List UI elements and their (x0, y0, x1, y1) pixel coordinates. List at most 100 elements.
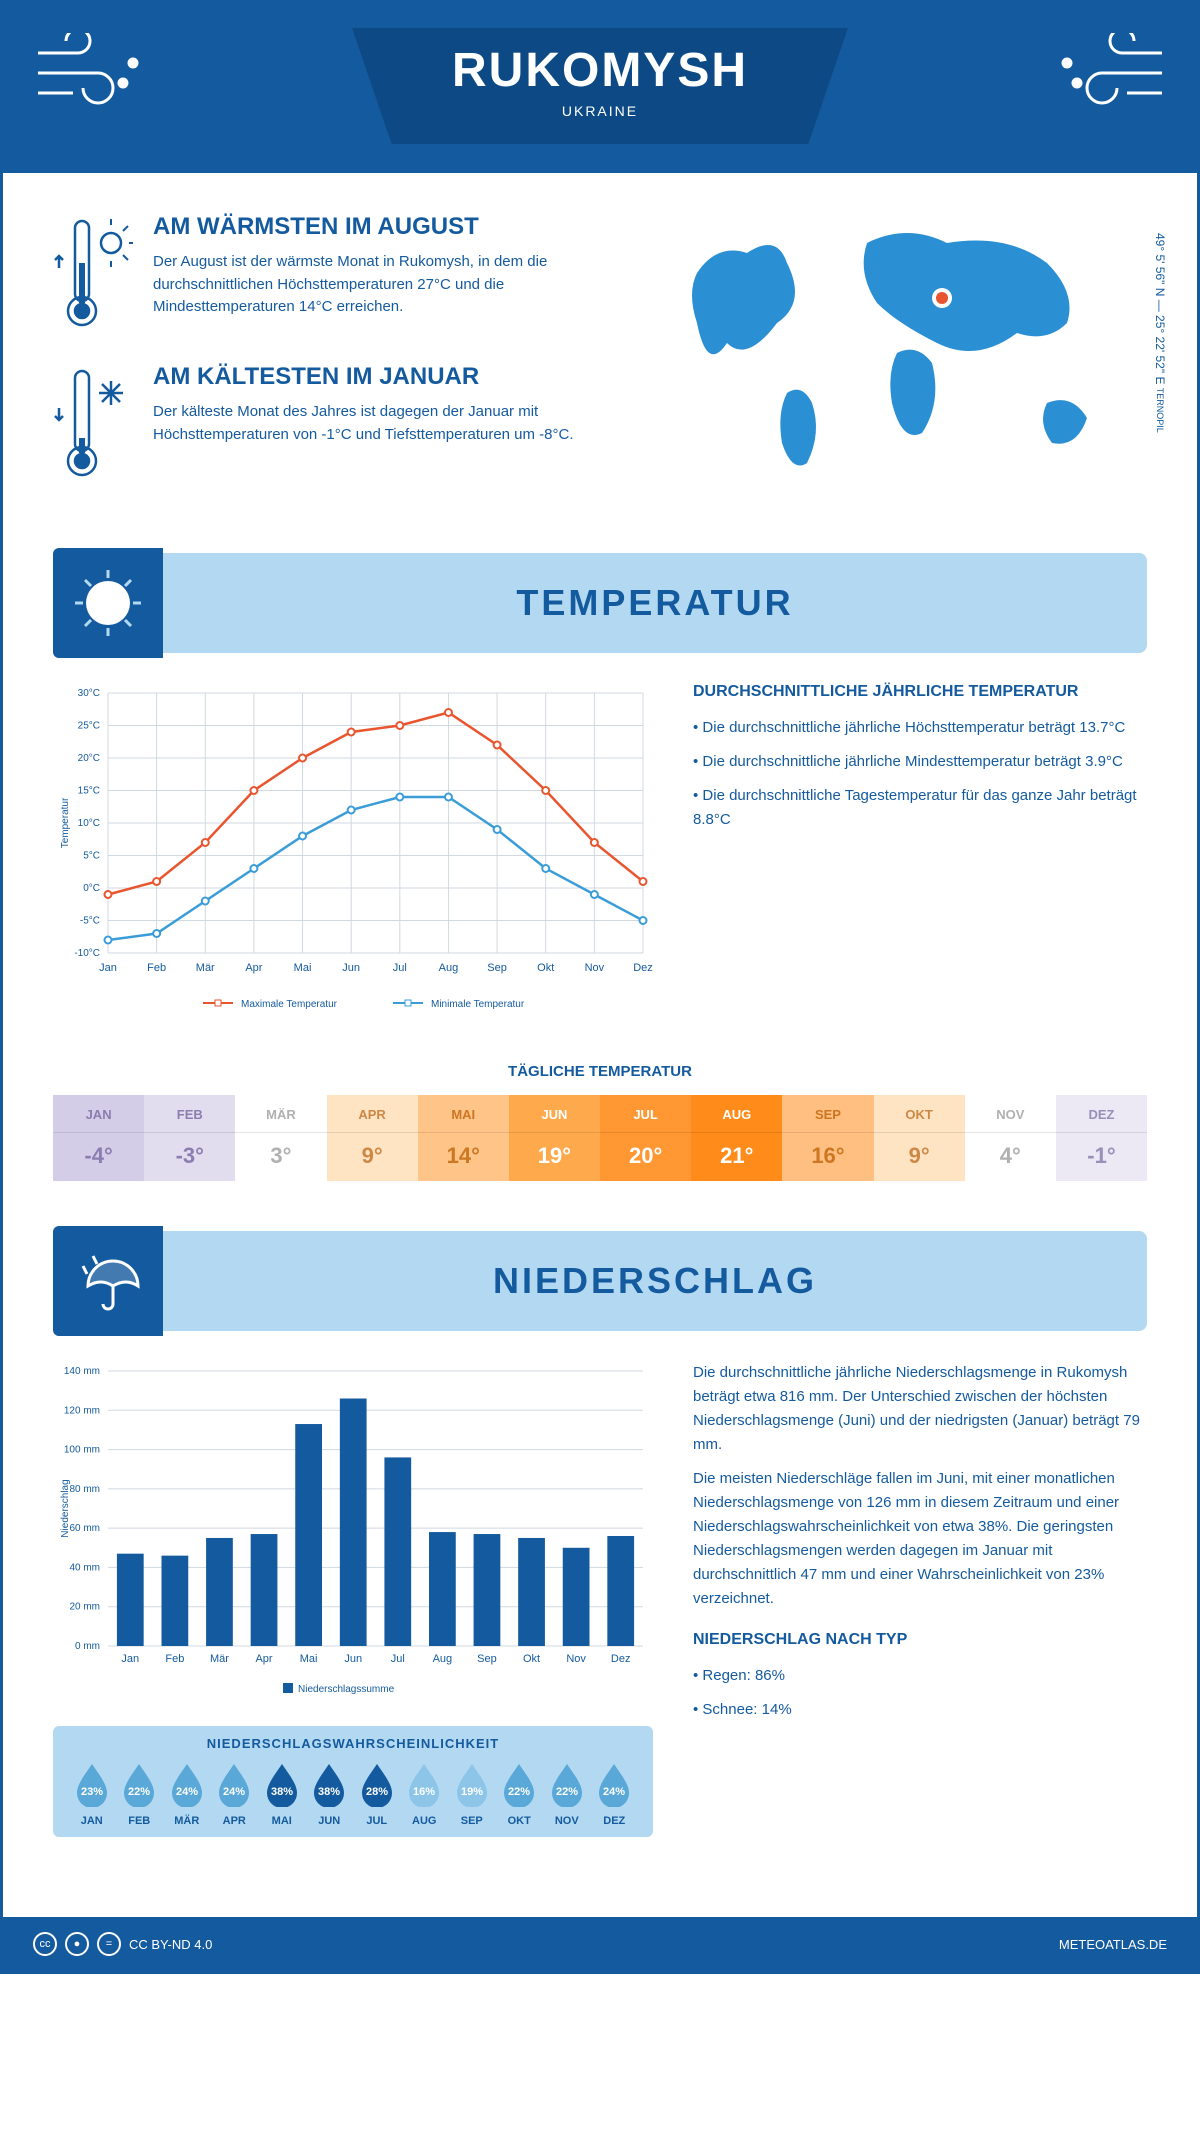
svg-text:Mai: Mai (300, 1653, 318, 1665)
daily-temp-table: JAN-4°FEB-3°MÄR3°APR9°MAI14°JUN19°JUL20°… (53, 1095, 1147, 1181)
svg-text:19%: 19% (461, 1786, 483, 1798)
license-text: CC BY-ND 4.0 (129, 1937, 212, 1952)
temp-cell: NOV4° (965, 1095, 1056, 1181)
svg-text:5°C: 5°C (83, 851, 100, 862)
svg-text:Aug: Aug (433, 1653, 453, 1665)
svg-text:38%: 38% (318, 1786, 340, 1798)
coldest-title: AM KÄLTESTEN IM JANUAR (153, 363, 627, 391)
svg-text:-5°C: -5°C (80, 916, 100, 927)
svg-text:38%: 38% (271, 1786, 293, 1798)
probability-drop: 24%APR (211, 1761, 259, 1827)
world-map-icon (667, 213, 1147, 493)
svg-text:25°C: 25°C (78, 721, 100, 732)
svg-text:Sep: Sep (477, 1653, 497, 1665)
temp-cell: OKT9° (874, 1095, 965, 1181)
svg-text:16%: 16% (413, 1786, 435, 1798)
temperature-section-header: TEMPERATUR (53, 553, 1147, 653)
nd-icon: = (97, 1932, 121, 1956)
svg-text:0 mm: 0 mm (75, 1641, 100, 1652)
footer: cc ● = CC BY-ND 4.0 METEOATLAS.DE (3, 1917, 1197, 1971)
svg-text:Mär: Mär (210, 1653, 229, 1665)
probability-drop: 38%MAI (258, 1761, 306, 1827)
svg-text:-10°C: -10°C (74, 948, 100, 959)
svg-text:Sep: Sep (487, 962, 507, 974)
svg-text:24%: 24% (176, 1786, 198, 1798)
svg-text:28%: 28% (366, 1786, 388, 1798)
svg-text:Jul: Jul (393, 962, 407, 974)
probability-drop: 19%SEP (448, 1761, 496, 1827)
infographic-container: RUKOMYSH UKRAINE AM WÄRMSTEN IM AUGUST D… (0, 0, 1200, 1974)
svg-text:Jun: Jun (342, 962, 360, 974)
sun-icon (73, 568, 143, 638)
svg-text:Niederschlagssumme: Niederschlagssumme (298, 1684, 395, 1695)
probability-drop: 22%FEB (116, 1761, 164, 1827)
thermometer-cold-icon (53, 363, 133, 483)
svg-text:Maximale Temperatur: Maximale Temperatur (241, 999, 338, 1010)
svg-text:Apr: Apr (245, 962, 262, 974)
site-name: METEOATLAS.DE (1059, 1937, 1167, 1952)
temp-cell: DEZ-1° (1056, 1095, 1147, 1181)
title-banner: RUKOMYSH UKRAINE (352, 28, 848, 144)
umbrella-icon (73, 1246, 143, 1316)
svg-text:Okt: Okt (523, 1653, 540, 1665)
svg-text:Aug: Aug (439, 962, 459, 974)
svg-text:Feb: Feb (147, 962, 166, 974)
svg-text:23%: 23% (81, 1786, 103, 1798)
svg-text:120 mm: 120 mm (64, 1405, 100, 1416)
svg-text:22%: 22% (508, 1786, 530, 1798)
probability-drop: 24%MÄR (163, 1761, 211, 1827)
svg-text:22%: 22% (128, 1786, 150, 1798)
probability-drop: 24%DEZ (591, 1761, 639, 1827)
thermometer-hot-icon (53, 213, 133, 333)
info-row: AM WÄRMSTEN IM AUGUST Der August ist der… (53, 213, 1147, 513)
svg-text:Jun: Jun (344, 1653, 362, 1665)
probability-drop: 28%JUL (353, 1761, 401, 1827)
svg-text:Apr: Apr (255, 1653, 272, 1665)
header: RUKOMYSH UKRAINE (3, 3, 1197, 173)
svg-text:20 mm: 20 mm (69, 1602, 100, 1613)
temperature-summary: DURCHSCHNITTLICHE JÄHRLICHE TEMPERATUR •… (693, 683, 1147, 1023)
svg-text:24%: 24% (603, 1786, 625, 1798)
temp-cell: APR9° (327, 1095, 418, 1181)
coordinates: 49° 5' 56" N — 25° 22' 52" E TERNOPIL (1153, 233, 1167, 433)
svg-text:40 mm: 40 mm (69, 1562, 100, 1573)
cc-icon: cc (33, 1932, 57, 1956)
probability-drop: 38%JUN (306, 1761, 354, 1827)
svg-text:Mai: Mai (294, 962, 312, 974)
probability-drop: 23%JAN (68, 1761, 116, 1827)
daily-temp-title: TÄGLICHE TEMPERATUR (53, 1063, 1147, 1080)
temp-cell: AUG21° (691, 1095, 782, 1181)
svg-text:24%: 24% (223, 1786, 245, 1798)
svg-text:22%: 22% (556, 1786, 578, 1798)
city-name: RUKOMYSH (452, 43, 748, 98)
temp-cell: JUN19° (509, 1095, 600, 1181)
precipitation-title: NIEDERSCHLAG (163, 1260, 1147, 1302)
svg-text:Feb: Feb (165, 1653, 184, 1665)
svg-text:80 mm: 80 mm (69, 1484, 100, 1495)
probability-drop: 22%OKT (496, 1761, 544, 1827)
svg-text:Niederschlag: Niederschlag (60, 1479, 71, 1537)
warmest-text: Der August ist der wärmste Monat in Ruko… (153, 251, 627, 319)
map-wrap: 49° 5' 56" N — 25° 22' 52" E TERNOPIL (667, 213, 1147, 513)
svg-text:Dez: Dez (633, 962, 653, 974)
svg-text:Nov: Nov (566, 1653, 586, 1665)
probability-drop: 22%NOV (543, 1761, 591, 1827)
temperature-line-chart: -10°C-5°C0°C5°C10°C15°C20°C25°C30°CJanFe… (53, 683, 653, 1023)
temp-cell: MAI14° (418, 1095, 509, 1181)
svg-text:Mär: Mär (196, 962, 215, 974)
svg-text:30°C: 30°C (78, 688, 100, 699)
svg-text:Jan: Jan (121, 1653, 139, 1665)
temp-cell: JUL20° (600, 1095, 691, 1181)
svg-text:Jan: Jan (99, 962, 117, 974)
temp-cell: JAN-4° (53, 1095, 144, 1181)
svg-text:Temperatur: Temperatur (60, 797, 71, 848)
country-name: UKRAINE (452, 103, 748, 119)
wind-icon (33, 33, 153, 113)
svg-text:Okt: Okt (537, 962, 554, 974)
svg-text:60 mm: 60 mm (69, 1523, 100, 1534)
temp-cell: MÄR3° (235, 1095, 326, 1181)
coldest-block: AM KÄLTESTEN IM JANUAR Der kälteste Mona… (53, 363, 627, 483)
warmest-title: AM WÄRMSTEN IM AUGUST (153, 213, 627, 241)
probability-drop: 16%AUG (401, 1761, 449, 1827)
warmest-block: AM WÄRMSTEN IM AUGUST Der August ist der… (53, 213, 627, 333)
